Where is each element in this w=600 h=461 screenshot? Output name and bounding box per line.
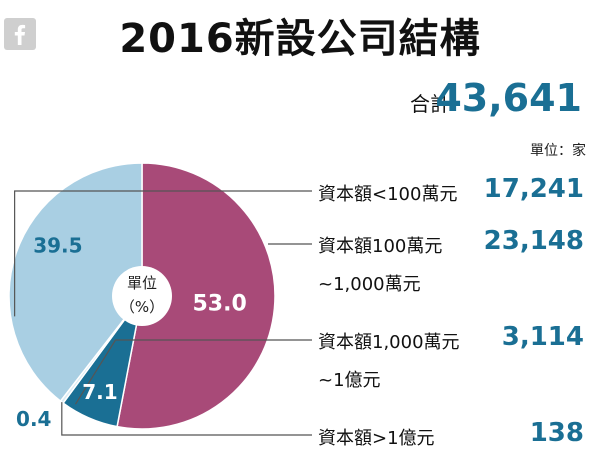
- legend-value-4: 138: [529, 418, 584, 448]
- pie-slice: [8, 162, 143, 403]
- slice-label: 7.1: [82, 380, 117, 404]
- center-label-line1: 單位: [127, 274, 157, 292]
- slice-label: 53.0: [193, 291, 247, 316]
- legend-value-1: 17,241: [483, 174, 584, 204]
- legend-label-3b: ~1億元: [318, 370, 381, 391]
- center-label-line2: （%）: [120, 298, 164, 316]
- leader-line: [14, 190, 312, 317]
- page-title: 2016新設公司結構: [119, 16, 481, 62]
- center-circle: [112, 266, 172, 326]
- leader-line: [61, 402, 312, 436]
- legend-label-2a: 資本額100萬元: [318, 236, 443, 257]
- slice-label: 0.4: [16, 407, 51, 431]
- pie-slice: [116, 162, 276, 430]
- legend-label-3a: 資本額1,000萬元: [318, 332, 460, 353]
- leader-line: [74, 339, 312, 405]
- legend-value-2: 23,148: [483, 226, 584, 256]
- slice-label: 39.5: [33, 234, 82, 258]
- legend-label-4: 資本額>1億元: [318, 428, 435, 449]
- total-value: 43,641: [435, 76, 582, 120]
- legend-label-1: 資本額<100萬元: [318, 184, 458, 205]
- unit-label: 單位：家: [530, 143, 586, 159]
- legend-label-2b: ~1,000萬元: [318, 274, 421, 295]
- legend-value-3: 3,114: [501, 322, 584, 352]
- total-label: 合計: [410, 92, 450, 116]
- facebook-icon[interactable]: [4, 18, 36, 50]
